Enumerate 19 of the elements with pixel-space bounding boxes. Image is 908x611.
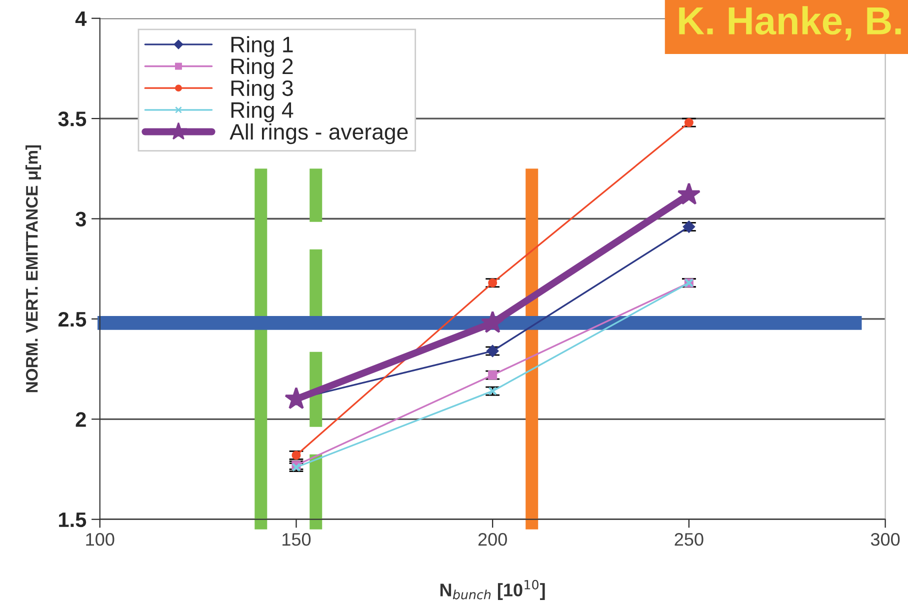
legend-label: Ring 4 bbox=[231, 102, 294, 122]
x-tick-label: 300 bbox=[870, 533, 900, 546]
x-axis-title: N$_{bunch}$ [10$^{10}$] bbox=[440, 580, 545, 600]
legend-label: Ring 1 bbox=[231, 36, 293, 57]
legend-label: All rings - average bbox=[230, 123, 408, 144]
x-tick-label: 150 bbox=[282, 533, 311, 546]
y-axis-title: NORM. VERT. EMITTANCE μ[m] bbox=[26, 145, 42, 392]
legend-label: Ring 3 bbox=[231, 80, 293, 100]
y-tick-label: 1.5 bbox=[59, 512, 86, 528]
y-tick-label: 2 bbox=[76, 412, 86, 427]
y-tick-label: 3.5 bbox=[58, 112, 86, 126]
x-tick-label: 200 bbox=[478, 533, 507, 546]
y-tick-label: 4 bbox=[75, 12, 87, 26]
legend-label: Ring 2 bbox=[231, 58, 293, 79]
x-tick-label: 100 bbox=[86, 533, 114, 546]
annotation: K. Hanke, B. bbox=[679, 6, 901, 40]
y-tick-label: 2.5 bbox=[58, 312, 86, 327]
y-tick-label: 3 bbox=[76, 212, 86, 227]
x-tick-label: 250 bbox=[674, 533, 704, 546]
